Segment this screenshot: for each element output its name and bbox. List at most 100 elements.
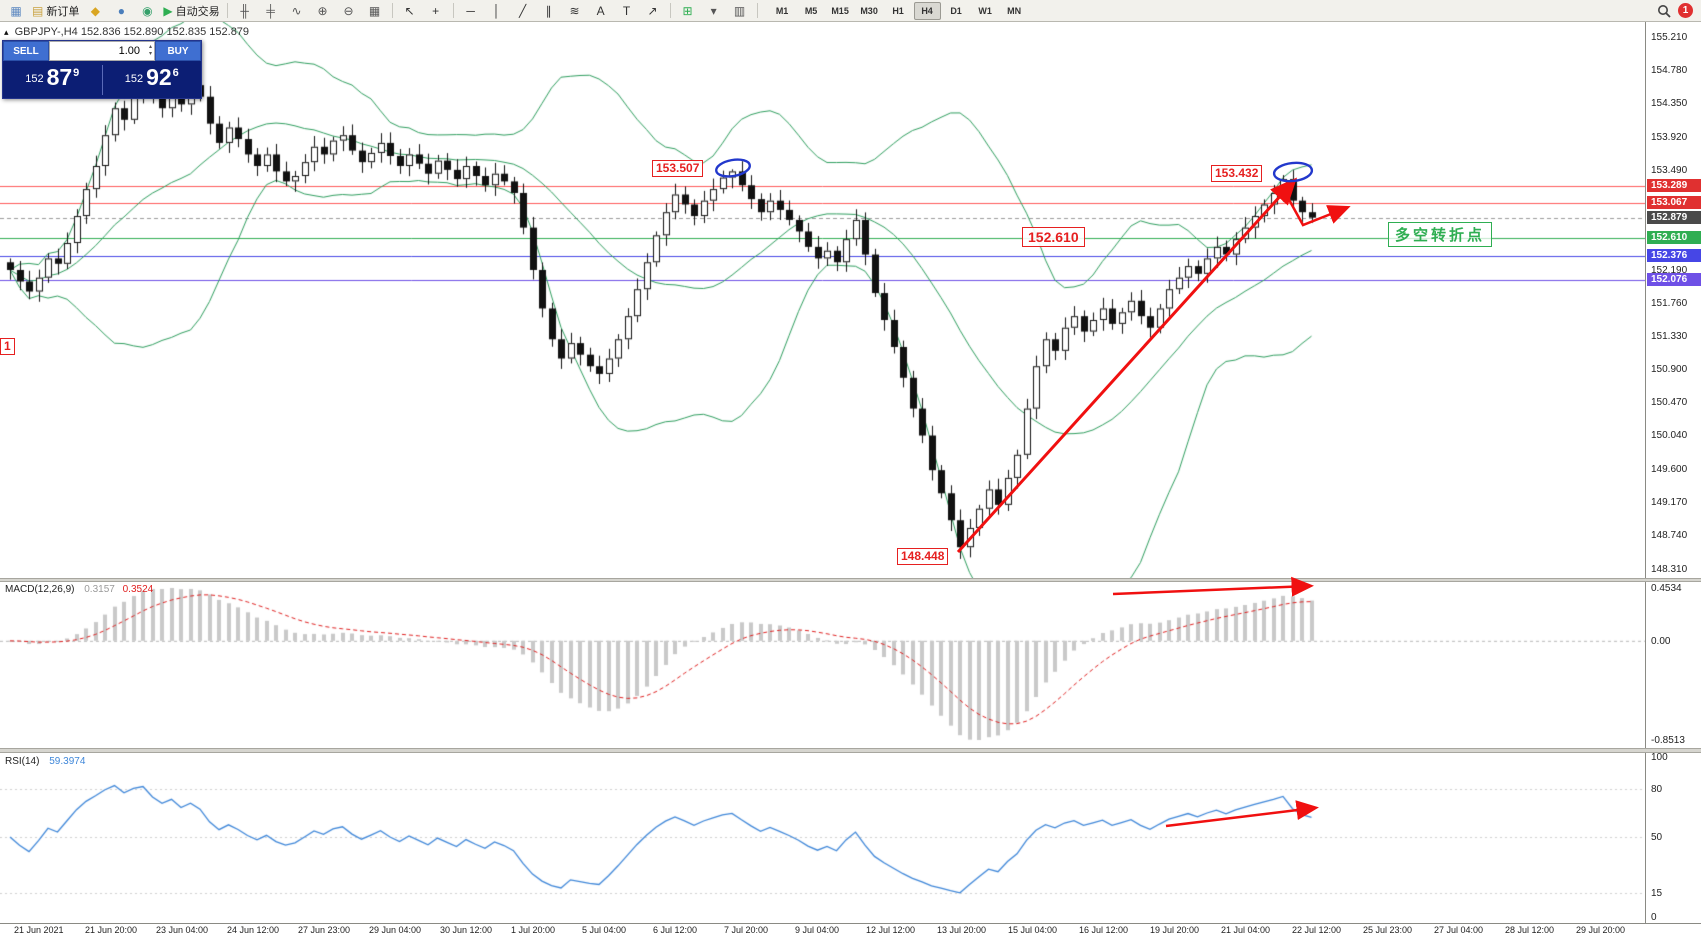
tile-windows-button[interactable]: ▦ — [363, 2, 387, 20]
price-tick: 153.920 — [1651, 131, 1688, 143]
timeframe-w1-button[interactable]: W1 — [978, 5, 992, 16]
time-axis-label: 25 Jul 23:00 — [1363, 925, 1413, 935]
buy-price[interactable]: 152 92 6 — [103, 65, 202, 93]
time-axis-label: 27 Jul 04:00 — [1434, 925, 1484, 935]
line-chart-type-button[interactable]: ∿ — [285, 2, 309, 20]
panel-divider[interactable] — [0, 578, 1701, 582]
trade-panel-prices: 152 87 9 152 92 6 — [3, 61, 201, 98]
toolbar-separator — [452, 3, 454, 18]
price-tag-152.076[interactable]: 152.076 — [1647, 272, 1701, 286]
timeframe-m5-button[interactable]: M5 — [804, 5, 818, 16]
panel-divider[interactable] — [0, 748, 1701, 753]
indicators-button[interactable]: ⊞ — [676, 2, 700, 20]
timeframe-h4-button[interactable]: H4 — [913, 1, 941, 20]
horizontal-line-button[interactable]: ─ — [459, 2, 483, 20]
rsi-scale-label: 100 — [1651, 752, 1668, 763]
price-tick: 149.600 — [1651, 464, 1688, 476]
data-window-icon: ◉ — [142, 3, 153, 18]
line-chart-type-icon: ∿ — [291, 3, 302, 18]
timeframe-mn-button[interactable]: MN — [1007, 5, 1022, 16]
time-axis-label: 29 Jun 04:00 — [369, 925, 422, 935]
price-annotation-label[interactable]: 152.610 — [1022, 227, 1085, 247]
new-chart-button[interactable]: ▦ — [4, 2, 28, 20]
fibonacci-button[interactable]: ≋ — [563, 2, 587, 20]
time-axis[interactable]: 21 Jun 2021 21 Jun 20:00 23 Jun 04:00 24 Ju… — [0, 923, 1701, 938]
rsi-scale-label: 15 — [1651, 888, 1663, 899]
price-tag-152.376[interactable]: 152.376 — [1647, 249, 1701, 263]
market-watch-icon: ● — [117, 3, 125, 18]
price-tick: 149.170 — [1651, 497, 1688, 509]
notification-badge[interactable]: 1 — [1678, 3, 1693, 18]
sell-button[interactable]: SELL — [3, 41, 49, 61]
market-watch-button[interactable]: ● — [109, 2, 133, 20]
toolbar-separator — [226, 3, 228, 18]
new-order-button[interactable]: ▤ 新订单 — [30, 2, 81, 20]
parallel-channel-button[interactable]: ∥ — [537, 2, 561, 20]
periods-button[interactable]: ▾ — [702, 2, 726, 20]
price-tag-153.067[interactable]: 153.067 — [1647, 196, 1701, 210]
candle-chart-type-button[interactable]: ╪ — [259, 2, 283, 20]
zoom-in-button[interactable]: ⊕ — [311, 2, 335, 20]
price-tag-153.289[interactable]: 153.289 — [1647, 179, 1701, 193]
timeframe-m1-button[interactable]: M1 — [775, 5, 789, 16]
buy-price-prefix: 152 — [124, 72, 144, 85]
text-button[interactable]: A — [589, 2, 613, 20]
rsi-value: 59.3974 — [49, 756, 86, 767]
zoom-out-button[interactable]: ⊖ — [337, 2, 361, 20]
tile-windows-icon: ▦ — [368, 3, 381, 18]
price-chart-canvas[interactable] — [0, 22, 1645, 578]
price-tick: 154.780 — [1651, 65, 1688, 77]
price-tick: 150.470 — [1651, 397, 1688, 409]
alerts-button[interactable]: ◆ — [83, 2, 107, 20]
price-annotation-label[interactable]: 153.432 — [1211, 165, 1263, 182]
text-label-button[interactable]: T — [615, 2, 639, 20]
trade-panel-controls: SELL 1.00 ▴ ▾ BUY — [3, 41, 201, 61]
time-axis-label: 12 Jul 12:00 — [866, 925, 916, 935]
buy-button[interactable]: BUY — [155, 41, 201, 61]
one-click-trading-panel: SELL 1.00 ▴ ▾ BUY 152 87 9 152 92 6 — [2, 40, 202, 99]
bar-chart-type-button[interactable]: ╫ — [233, 2, 257, 20]
macd-scale-label: 0.00 — [1651, 635, 1671, 647]
collapse-arrow-icon[interactable]: ▴ — [4, 27, 9, 37]
stepper-down-icon[interactable]: ▾ — [148, 51, 152, 57]
toolbar-separator — [669, 3, 671, 18]
volume-stepper[interactable]: ▴ ▾ — [149, 44, 152, 58]
cursor-button[interactable]: ↖ — [398, 2, 422, 20]
vertical-line-button[interactable]: │ — [485, 2, 509, 20]
timeframe-m15-button[interactable]: M15 — [831, 5, 849, 16]
price-scale[interactable]: 155.210 154.780 154.350 153.920 153.490 152.1… — [1645, 22, 1701, 923]
macd-indicator-label: MACD(12,26,9) 0.3157 0.3524 — [5, 584, 153, 595]
rsi-scale-label: 0 — [1651, 912, 1657, 923]
search-icon[interactable] — [1657, 4, 1671, 18]
price-annotation-label[interactable]: 1 — [0, 338, 15, 355]
trendline-button[interactable]: ╱ — [511, 2, 535, 20]
time-axis-label: 28 Jul 12:00 — [1505, 925, 1555, 935]
horizontal-line-icon: ─ — [466, 3, 475, 18]
rsi-panel-canvas[interactable] — [0, 753, 1645, 923]
cursor-icon: ↖ — [404, 3, 415, 18]
templates-button[interactable]: ▥ — [728, 2, 752, 20]
timeframe-m30-button[interactable]: M30 — [860, 5, 878, 16]
sell-price-prefix: 152 — [25, 72, 44, 85]
volume-input[interactable]: 1.00 ▴ ▾ — [49, 41, 155, 61]
price-tag-152.879[interactable]: 152.879 — [1647, 210, 1701, 224]
toolbar-separator — [756, 3, 758, 18]
timeframe-d1-button[interactable]: D1 — [950, 5, 962, 16]
crosshair-icon: + — [432, 3, 440, 18]
timeframe-h1-button[interactable]: H1 — [892, 5, 904, 16]
price-annotation-label[interactable]: 153.507 — [652, 160, 704, 177]
time-axis-label: 9 Jul 04:00 — [795, 925, 840, 935]
sell-price[interactable]: 152 87 9 — [3, 65, 102, 93]
symbol-ohlc-header: ▴ GBPJPY-,H4 152.836 152.890 152.835 152… — [4, 26, 249, 38]
price-tag-152.610[interactable]: 152.610 — [1647, 231, 1701, 245]
time-axis-label: 29 Jul 20:00 — [1576, 925, 1626, 935]
autotrading-button[interactable]: ▶ 自动交易 — [161, 2, 221, 20]
price-annotation-label[interactable]: 148.448 — [897, 548, 949, 565]
volume-value: 1.00 — [118, 45, 140, 57]
arrow-objects-button[interactable]: ↗ — [641, 2, 665, 20]
turning-point-annotation[interactable]: 多空转折点 — [1388, 222, 1493, 247]
data-window-button[interactable]: ◉ — [135, 2, 159, 20]
macd-panel-canvas[interactable] — [0, 582, 1645, 748]
crosshair-button[interactable]: + — [424, 2, 448, 20]
stepper-up-icon[interactable]: ▴ — [148, 44, 152, 50]
